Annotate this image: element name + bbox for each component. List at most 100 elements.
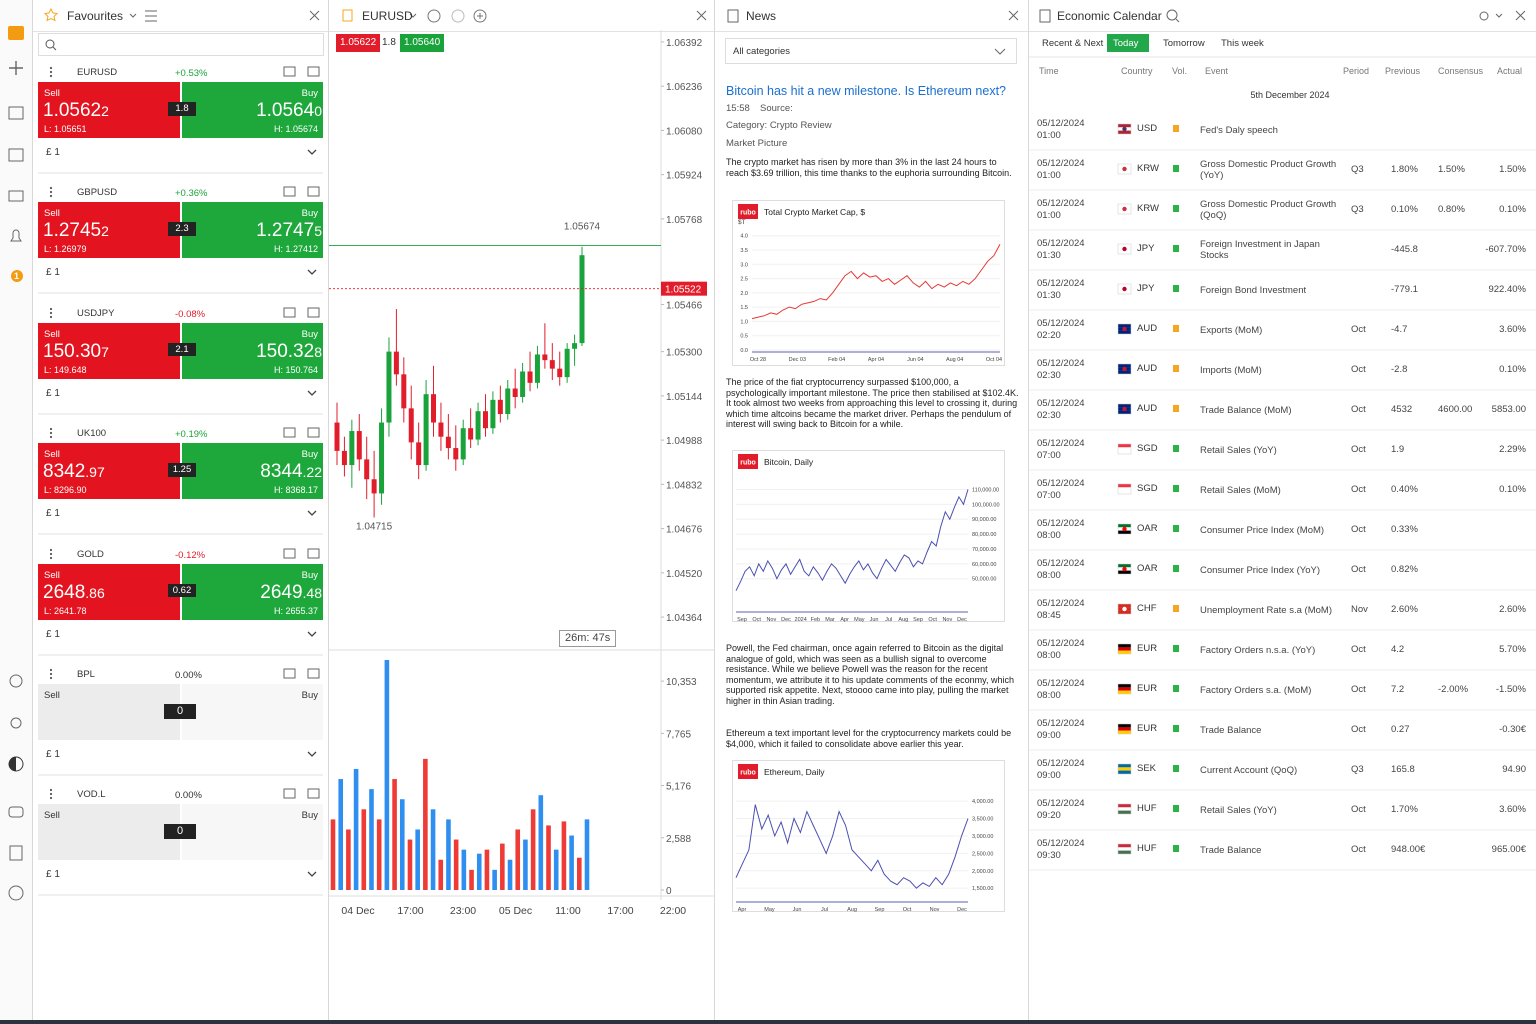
x-tick-label: Jun bbox=[870, 617, 879, 622]
headline[interactable]: Bitcoin has hit a new milestone. Is Ethe… bbox=[726, 84, 1007, 98]
country: AUD bbox=[1137, 323, 1158, 334]
amount[interactable]: £ 1 bbox=[46, 508, 60, 520]
close-icon[interactable] bbox=[1008, 10, 1019, 21]
chat-icon[interactable] bbox=[8, 806, 24, 818]
search-box[interactable] bbox=[38, 33, 324, 56]
sell-label[interactable]: Sell bbox=[44, 569, 60, 581]
menu-dot bbox=[49, 668, 53, 672]
search-icon[interactable] bbox=[1166, 9, 1178, 21]
amount[interactable]: £ 1 bbox=[46, 628, 60, 640]
active-tab[interactable]: Today bbox=[1113, 38, 1139, 49]
low-label: 1.04715 bbox=[356, 522, 393, 533]
buy-price[interactable]: 8344.22 bbox=[260, 462, 322, 481]
buy-price[interactable]: 2649.48 bbox=[260, 583, 322, 602]
settings-icon[interactable] bbox=[9, 674, 23, 688]
dropdown-icon[interactable] bbox=[129, 13, 137, 18]
country: EUR bbox=[1137, 643, 1158, 654]
volatility bbox=[1173, 645, 1179, 652]
sell-price[interactable]: 2648.86 bbox=[43, 583, 105, 602]
cell-p: Oct bbox=[1351, 404, 1366, 415]
chart-title: Ethereum, Daily bbox=[764, 767, 825, 777]
sell-label[interactable]: Sell bbox=[44, 449, 60, 461]
sell-price[interactable]: 1.27452 bbox=[43, 221, 109, 240]
sell-price[interactable]: 8342.97 bbox=[43, 462, 105, 481]
amount[interactable]: £ 1 bbox=[46, 869, 60, 881]
buy-price[interactable]: 1.05640 bbox=[256, 101, 322, 120]
dropdown-icon[interactable] bbox=[409, 13, 417, 18]
amount[interactable]: £ 1 bbox=[46, 749, 60, 760]
buy-label[interactable]: Buy bbox=[301, 328, 318, 340]
x-tick-label: May bbox=[854, 617, 865, 622]
tab[interactable]: Recent & Next bbox=[1042, 38, 1104, 49]
amount[interactable]: £ 1 bbox=[46, 267, 60, 279]
flag-stripe bbox=[1118, 684, 1131, 688]
buy-label[interactable]: Buy bbox=[301, 810, 318, 822]
cell-p: Oct bbox=[1351, 804, 1366, 815]
y-tick-label: 1.05144 bbox=[666, 392, 703, 403]
close-icon[interactable] bbox=[309, 10, 320, 21]
sell-label[interactable]: Sell bbox=[44, 88, 60, 99]
dropdown-icon[interactable] bbox=[1495, 13, 1503, 18]
buy-label[interactable]: Buy bbox=[301, 208, 318, 220]
bell-icon[interactable] bbox=[10, 229, 22, 242]
logo[interactable] bbox=[8, 26, 24, 40]
buy-label[interactable]: Buy bbox=[301, 449, 318, 461]
volume-bar bbox=[553, 849, 559, 890]
tab[interactable]: This week bbox=[1221, 38, 1264, 49]
candle-body bbox=[364, 459, 370, 480]
settings-icon[interactable] bbox=[1479, 11, 1489, 21]
buy-chip[interactable]: 1.05640 bbox=[400, 34, 445, 52]
amount[interactable]: £ 1 bbox=[46, 387, 60, 399]
date: 05/12/2024 bbox=[1037, 598, 1085, 609]
cell-p: Q3 bbox=[1351, 164, 1364, 175]
sell-label[interactable]: Sell bbox=[44, 208, 60, 220]
category-filter[interactable]: All categories bbox=[725, 38, 1017, 64]
flag-stripe bbox=[1118, 364, 1131, 368]
x-tick-label: Sep bbox=[875, 907, 885, 912]
buy-box bbox=[182, 684, 323, 740]
flag-stripe bbox=[1118, 524, 1131, 528]
close-icon[interactable] bbox=[696, 10, 707, 21]
star-icon[interactable] bbox=[43, 7, 59, 22]
x-tick-label: Apr 04 bbox=[868, 357, 884, 363]
card-icon[interactable] bbox=[8, 190, 24, 202]
volume-bar bbox=[569, 835, 574, 890]
chart-icon[interactable] bbox=[8, 106, 24, 120]
y-tick-label: 2.0 bbox=[740, 291, 748, 297]
buy-label[interactable]: Buy bbox=[301, 88, 318, 99]
sell-price[interactable]: 1.05622 bbox=[43, 101, 109, 120]
sell-chip[interactable]: 1.05622 bbox=[336, 34, 381, 52]
settings-icon[interactable] bbox=[451, 9, 465, 23]
expand-icon bbox=[307, 510, 317, 517]
clock-icon[interactable] bbox=[427, 9, 441, 23]
y-tick-label: 1.5 bbox=[740, 305, 748, 311]
buy-price[interactable]: 1.27475 bbox=[256, 221, 322, 240]
buy-price[interactable]: 150.328 bbox=[256, 342, 322, 361]
add-icon[interactable] bbox=[9, 61, 23, 75]
sell-price-big: 8342 bbox=[43, 461, 86, 483]
candle-body bbox=[475, 411, 481, 440]
volatility bbox=[1173, 245, 1179, 252]
alert-icon bbox=[283, 307, 296, 318]
news-icon[interactable] bbox=[8, 148, 24, 162]
add-icon[interactable] bbox=[473, 9, 487, 23]
help-icon[interactable] bbox=[8, 885, 24, 901]
flag-stripe bbox=[1118, 164, 1131, 168]
user-icon[interactable] bbox=[10, 717, 22, 729]
sell-label[interactable]: Sell bbox=[44, 690, 60, 701]
buy-label[interactable]: Buy bbox=[301, 569, 318, 581]
list-icon[interactable] bbox=[145, 10, 157, 22]
tab[interactable]: Tomorrow bbox=[1163, 38, 1205, 49]
flag-stripe bbox=[1118, 450, 1131, 454]
menu-dot bbox=[49, 428, 53, 431]
close-icon[interactable] bbox=[1515, 10, 1526, 21]
buy-label[interactable]: Buy bbox=[301, 690, 318, 701]
sell-label[interactable]: Sell bbox=[44, 810, 60, 822]
amount[interactable]: £ 1 bbox=[46, 147, 60, 158]
doc-icon[interactable] bbox=[9, 845, 23, 861]
cell-prev: 0.40% bbox=[1391, 484, 1418, 495]
sell-price[interactable]: 150.307 bbox=[43, 342, 109, 361]
sell-label[interactable]: Sell bbox=[44, 328, 60, 340]
cell-actual: 922.40% bbox=[1488, 284, 1526, 295]
flag-stripe bbox=[1118, 130, 1131, 134]
